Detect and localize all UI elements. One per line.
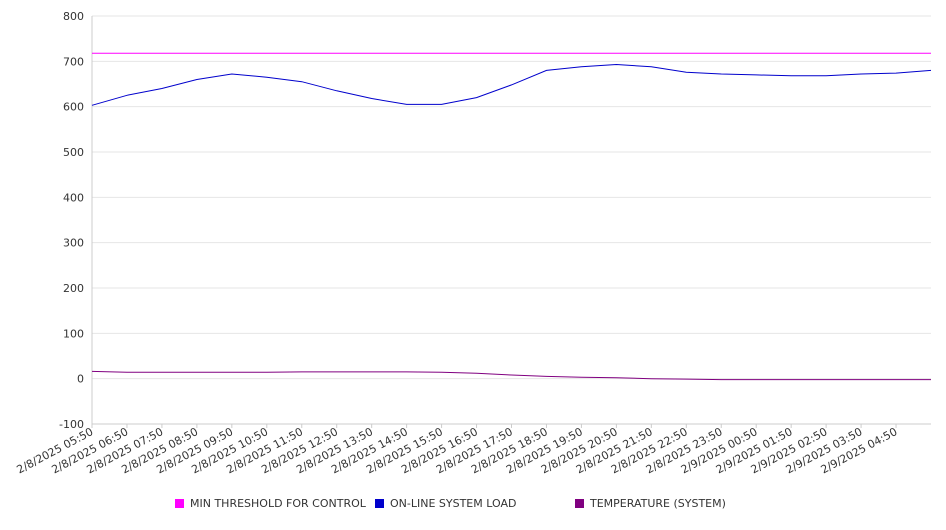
y-tick-label: 600: [63, 101, 84, 114]
y-tick-label: 0: [77, 373, 84, 386]
series-layer: [91, 52, 932, 381]
y-tick-label: 300: [63, 237, 84, 250]
axis-layer: [91, 16, 931, 428]
legend-label-temperature: TEMPERATURE (SYSTEM): [590, 497, 726, 510]
legend-swatch-temperature: [575, 499, 584, 508]
series-line-2: [91, 370, 931, 381]
y-tick-label: 400: [63, 191, 84, 204]
legend-swatch-system-load: [375, 499, 384, 508]
y-tick-label: 700: [63, 55, 84, 68]
y-tick-label: 500: [63, 146, 84, 159]
legend-label-system-load: ON-LINE SYSTEM LOAD: [390, 497, 517, 510]
legend-label-min-threshold: MIN THRESHOLD FOR CONTROL: [190, 497, 366, 510]
grid-layer: [92, 15, 931, 425]
legend-item-temperature: TEMPERATURE (SYSTEM): [575, 497, 726, 510]
legend-item-system-load: ON-LINE SYSTEM LOAD: [375, 497, 516, 510]
legend: MIN THRESHOLD FOR CONTROL ON-LINE SYSTEM…: [0, 497, 946, 515]
y-tick-label: 800: [63, 10, 84, 23]
y-tick-label: 200: [63, 282, 84, 295]
y-tick-label: -100: [59, 418, 84, 431]
series-line-1: [91, 63, 932, 106]
legend-swatch-min-threshold: [175, 499, 184, 508]
legend-item-min-threshold: MIN THRESHOLD FOR CONTROL: [175, 497, 366, 510]
y-tick-label: 100: [63, 327, 84, 340]
